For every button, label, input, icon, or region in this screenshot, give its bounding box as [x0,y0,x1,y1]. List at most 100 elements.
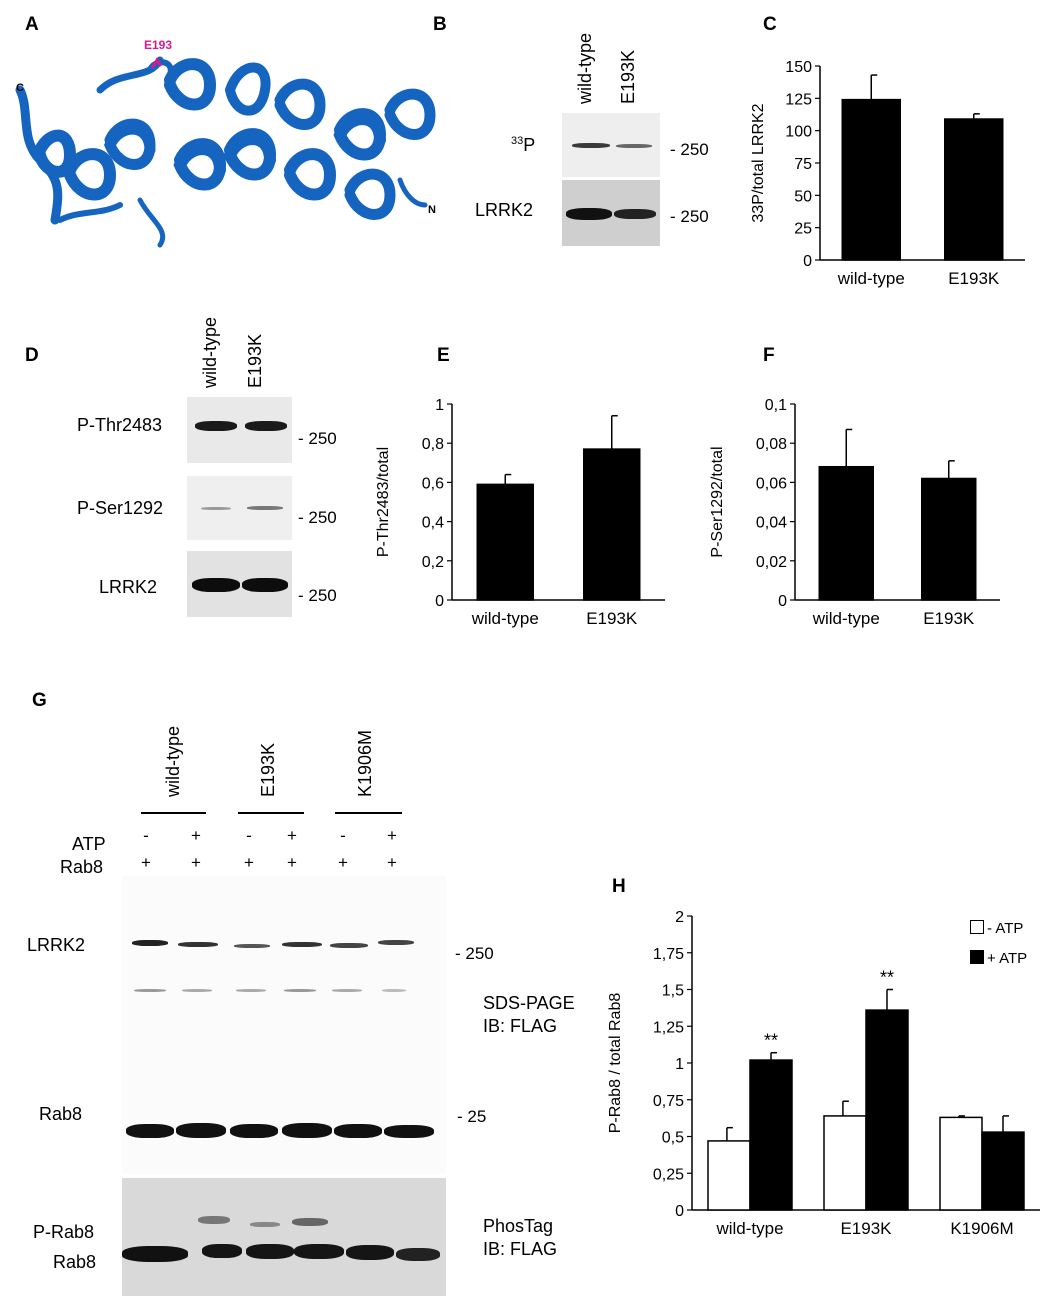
row-label-lrrk2: LRRK2 [27,935,86,955]
panel-label-d: D [25,345,39,366]
blot-g-phostag [122,1178,446,1296]
significance-mark: ** [764,1031,778,1051]
band [572,143,610,148]
y-tick-label: 0 [803,253,812,270]
atp-sign: + [287,826,297,845]
row-label-rab8-phostag: Rab8 [53,1252,97,1272]
band [230,1124,278,1138]
y-tick-label: 0,02 [756,554,787,571]
band [176,1123,226,1138]
y-axis-title: 33P/total LRRK2 [750,103,767,222]
band [236,989,266,992]
chart-e: 0 0,2 0,4 0,6 0,8 1 P-Thr2483/total wild-type E1… [375,397,665,628]
chart-h: 0 0,25 0,5 0,75 1 1,25 1,5 1,75 2 P-Rab8 / total … [607,909,1040,1238]
y-tick-label: 0,06 [756,475,787,492]
band [346,1245,394,1260]
x-tick-label: wild-type [837,269,905,288]
y-axis-title: P-Rab8 / total Rab8 [607,993,624,1134]
bar [944,118,1004,261]
mw-marker: - 250 [298,429,337,448]
band [292,1218,328,1226]
panel-label-h: H [612,876,626,897]
bar [583,448,641,601]
y-tick-label: 2 [675,909,684,926]
blot-g-sds-page [122,876,446,1174]
x-tick-label: K1906M [950,1219,1013,1238]
band [378,940,414,945]
bar [818,465,874,601]
rab8-sign: + [141,853,151,872]
blot-d-lrrk2 [187,551,292,617]
band [245,421,287,431]
lane-group-line [335,812,402,814]
panel-label-f: F [763,345,775,366]
y-tick-label: 0,08 [756,436,787,453]
row-label-rab8: Rab8 [39,1104,83,1124]
y-tick-label: 0,4 [422,515,444,532]
y-tick-label: 0,6 [422,475,444,492]
mw-marker-25: - 25 [457,1107,487,1126]
x-tick-label: E193K [840,1219,892,1238]
y-tick-label: 0,25 [653,1166,684,1183]
band [182,989,212,992]
panel-label-g: G [32,690,47,711]
band [282,942,322,947]
x-tick-label: wild-type [715,1219,783,1238]
y-tick-label: 0 [435,593,444,610]
y-tick-label: 75 [794,156,812,173]
row-label-lrrk2: LRRK2 [99,577,158,597]
band [192,578,240,592]
lane-label-e193k: E193K [258,742,278,797]
band [334,1124,382,1138]
panel-label-c: C [763,14,777,35]
row-label-p-thr2483: P-Thr2483 [77,415,163,435]
band [382,989,406,992]
rab8-sign: + [191,853,201,872]
legend-item-plus-atp: + ATP [970,950,1027,967]
bar [476,483,534,601]
x-tick-label: wild-type [471,609,539,628]
legend-swatch [970,920,984,934]
row-label-lrrk2: LRRK2 [475,200,534,220]
y-tick-label: 0,2 [422,554,444,571]
bar [865,1009,909,1211]
y-axis-title: P-Thr2483/total [375,447,392,557]
band [294,1244,344,1259]
band [284,989,316,992]
y-tick-label: 125 [785,91,812,108]
rab8-row-label: Rab8 [60,857,104,877]
y-tick-label: 50 [794,188,812,205]
band [250,1222,280,1227]
legend-label: + ATP [987,950,1028,967]
y-tick-label: 0 [675,1203,684,1220]
band [282,1123,332,1138]
band [122,1246,188,1262]
x-tick-label: wild-type [812,609,880,628]
n-terminus-label: N [428,204,436,216]
bar [981,1131,1025,1211]
legend-swatch [970,950,984,964]
y-tick-label: 1 [675,1056,684,1073]
panel-label-b: B [433,14,447,35]
lane-group-line [141,812,206,814]
y-tick-label: 0 [778,593,787,610]
atp-sign: + [191,826,201,845]
blot-d-p-thr2483 [187,397,292,463]
atp-sign: - [143,826,149,845]
bar [749,1059,793,1211]
mw-marker: - 250 [670,140,709,159]
band [195,421,237,431]
y-tick-label: 1,5 [662,983,684,1000]
panel-label-a: A [25,14,39,35]
legend-item-minus-atp: - ATP [970,920,1023,937]
atp-row-label: ATP [72,834,106,854]
y-tick-label: 0,8 [422,436,444,453]
bar [939,1116,983,1211]
method-label: PhosTag [483,1216,554,1236]
band [132,940,168,946]
band [396,1248,440,1261]
legend-label: - ATP [987,920,1024,937]
y-tick-label: 0,04 [756,515,787,532]
method-label: IB: FLAG [483,1016,558,1036]
y-tick-label: 150 [785,59,812,76]
